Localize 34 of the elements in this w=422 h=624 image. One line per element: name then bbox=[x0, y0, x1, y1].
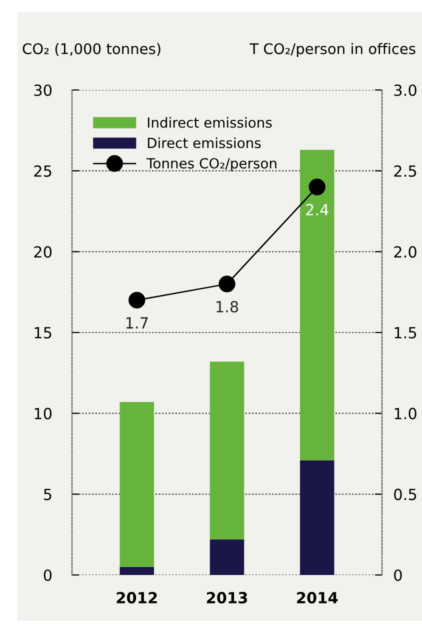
y2-tick-label: 0 bbox=[394, 569, 402, 582]
legend-label: Indirect emissions bbox=[148, 117, 272, 128]
y-axis-title: CO₂ (1,000 tonnes) bbox=[22, 42, 160, 56]
x-tick-label: 2014 bbox=[297, 592, 338, 604]
y2-axis-title: T CO₂/person in offices bbox=[250, 42, 416, 58]
data-label: 1.8 bbox=[216, 300, 238, 312]
y2-tick-label: 2.5 bbox=[394, 165, 416, 177]
y-tick-label: 30 bbox=[34, 84, 52, 96]
bar bbox=[120, 402, 154, 567]
y-tick-label: 25 bbox=[34, 165, 52, 177]
data-label: 2.4 bbox=[306, 204, 328, 216]
bar bbox=[300, 460, 334, 575]
bar bbox=[210, 362, 244, 540]
bar bbox=[120, 566, 154, 575]
y2-tick-label: 2.0 bbox=[394, 246, 416, 258]
y2-tick-label: 1.5 bbox=[394, 327, 416, 339]
bar bbox=[210, 539, 244, 575]
y2-tick-label: 3.0 bbox=[394, 84, 416, 96]
bar bbox=[300, 150, 334, 460]
y2-tick-label: 0.5 bbox=[394, 488, 416, 500]
y-tick-label: 15 bbox=[34, 327, 52, 339]
x-tick-label: 2013 bbox=[206, 592, 248, 604]
y-tick-label: 5 bbox=[44, 488, 52, 500]
data-label: 1.7 bbox=[126, 317, 148, 328]
y-tick-label: 20 bbox=[34, 246, 52, 258]
point bbox=[308, 178, 326, 196]
y2-tick-label: 1.0 bbox=[394, 408, 416, 420]
point bbox=[128, 292, 146, 308]
y-tick-label: 10 bbox=[34, 408, 52, 420]
point bbox=[218, 276, 236, 292]
x-tick-label: 2012 bbox=[116, 592, 157, 604]
legend-label: Tonnes CO₂/person bbox=[146, 158, 276, 172]
y-tick-label: 0 bbox=[44, 569, 52, 582]
legend-label: Direct emissions bbox=[148, 137, 261, 148]
